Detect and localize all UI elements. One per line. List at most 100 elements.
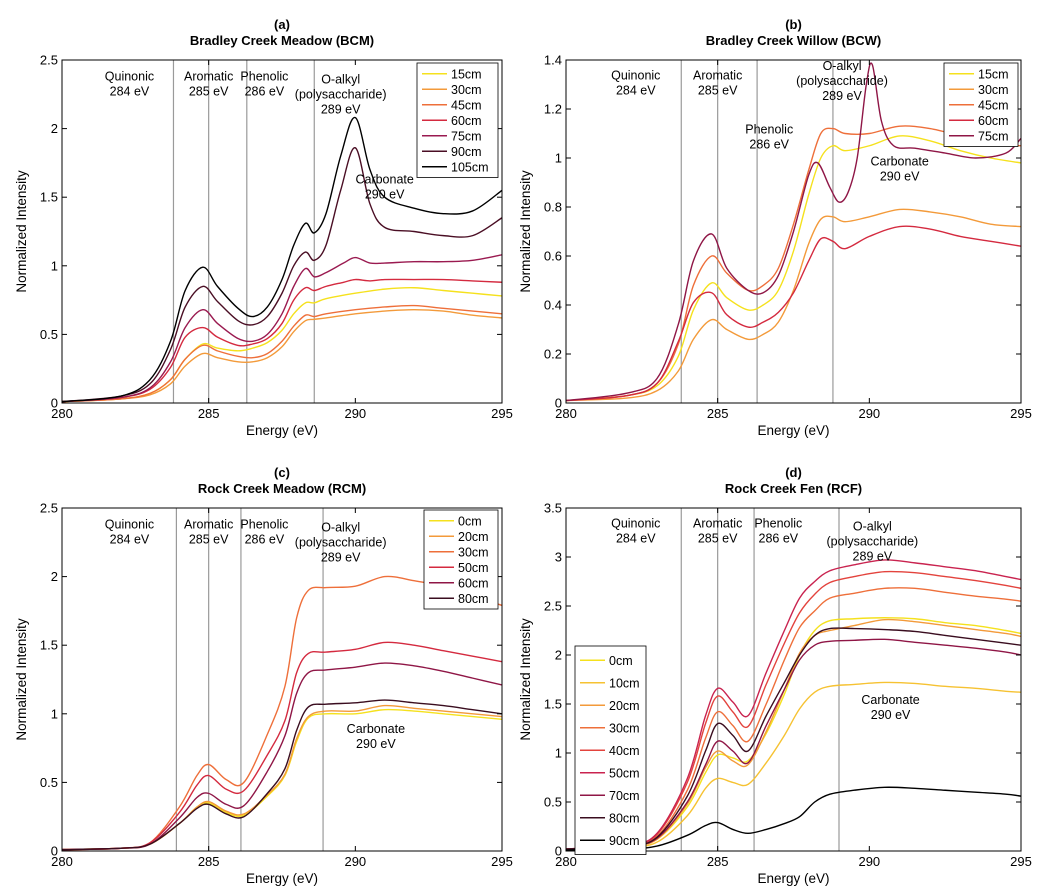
legend-entry: 70cm xyxy=(609,789,640,803)
x-axis-label: Energy (eV) xyxy=(757,871,829,886)
region-label-line: 284 eV xyxy=(110,85,150,99)
region-label-line: Carbonate xyxy=(861,693,919,707)
y-tick-label: 2.5 xyxy=(40,53,58,68)
y-tick-label: 0.8 xyxy=(544,200,562,215)
x-tick-label: 285 xyxy=(707,406,729,421)
y-tick-label: 0.5 xyxy=(544,795,562,810)
region-label: Quinonic 284 eV xyxy=(611,517,660,546)
y-tick-label: 3 xyxy=(555,550,562,565)
region-label: Phenolic 286 eV xyxy=(754,517,802,546)
legend-entry: 75cm xyxy=(451,129,482,143)
region-label: O-alkyl (polysaccharide) 289 eV xyxy=(295,72,387,116)
legend-entry: 30cm xyxy=(458,545,489,559)
region-label-line: Aromatic xyxy=(184,70,233,84)
region-label-line: Aromatic xyxy=(184,518,233,532)
series-line-45cm xyxy=(566,125,1021,402)
legend-box xyxy=(423,509,499,610)
y-tick-label: 0 xyxy=(51,844,58,859)
region-label: O-alkyl (polysaccharide) 289 eV xyxy=(827,520,919,564)
region-label: O-alkyl (polysaccharide) 289 eV xyxy=(796,59,888,103)
region-label-line: 290 eV xyxy=(880,169,920,183)
plot-frame xyxy=(565,59,1022,404)
x-tick-label: 285 xyxy=(707,854,729,869)
series-line-70cm xyxy=(566,638,1021,850)
panel-label: (b) xyxy=(785,17,802,32)
region-label: O-alkyl (polysaccharide) 289 eV xyxy=(295,520,387,564)
legend-entry: 60cm xyxy=(978,114,1009,128)
region-label-line: Carbonate xyxy=(347,722,405,736)
x-tick-label: 285 xyxy=(198,854,220,869)
x-tick-label: 290 xyxy=(344,406,366,421)
region-label-line: Phenolic xyxy=(240,518,288,532)
x-tick-label: 290 xyxy=(858,854,880,869)
series-lines xyxy=(566,559,1021,851)
region-label: Phenolic 286 eV xyxy=(240,518,288,547)
series-line-30cm xyxy=(62,309,502,403)
series-lines xyxy=(62,575,502,851)
y-tick-label: 0.6 xyxy=(544,249,562,264)
legend-entry: 30cm xyxy=(609,721,640,735)
region-label-line: Quinonic xyxy=(611,517,660,531)
x-tick-label: 295 xyxy=(491,406,513,421)
series-line-20cm xyxy=(566,618,1021,850)
x-tick-label: 285 xyxy=(198,406,220,421)
region-label: Aromatic 285 eV xyxy=(693,69,742,98)
chart-title: Bradley Creek Willow (BCW) xyxy=(706,33,881,48)
y-tick-label: 1.5 xyxy=(40,190,58,205)
plot-frame xyxy=(61,59,503,404)
region-label: Carbonate 290 eV xyxy=(347,722,405,751)
x-axis-label: Energy (eV) xyxy=(246,423,318,438)
legend-entry: 80cm xyxy=(609,811,640,825)
legend-entry: 15cm xyxy=(451,67,482,81)
region-label-line: Phenolic xyxy=(240,70,288,84)
series-line-60cm xyxy=(566,225,1021,402)
y-tick-label: 1 xyxy=(555,151,562,166)
plot-frame xyxy=(61,507,503,852)
legend-entry: 40cm xyxy=(609,744,640,758)
legend-entry: 0cm xyxy=(458,514,482,528)
region-label-line: O-alkyl xyxy=(853,520,892,534)
legend-entry: 80cm xyxy=(458,592,489,606)
region-label-line: (polysaccharide) xyxy=(295,535,387,549)
legend-entry: 0cm xyxy=(609,654,633,668)
region-label-line: Quinonic xyxy=(611,69,660,83)
panel-label: (d) xyxy=(785,465,802,480)
y-tick-label: 0 xyxy=(555,396,562,411)
region-label: Aromatic 285 eV xyxy=(184,70,233,99)
y-tick-label: 1.2 xyxy=(544,102,562,117)
y-tick-label: 2.5 xyxy=(544,599,562,614)
legend-entry: 50cm xyxy=(458,561,489,575)
series-line-60cm xyxy=(62,662,502,851)
series-line-45cm xyxy=(62,304,502,403)
series-line-75cm xyxy=(62,254,502,403)
series-line-40cm xyxy=(566,570,1021,850)
x-tick-label: 280 xyxy=(555,406,577,421)
region-label-line: 286 eV xyxy=(749,138,789,152)
series-lines xyxy=(566,62,1021,402)
y-tick-label: 2.5 xyxy=(40,501,58,516)
legend-entry: 15cm xyxy=(978,67,1009,81)
region-label-line: Phenolic xyxy=(745,123,793,137)
region-label-line: Carbonate xyxy=(870,154,928,168)
series-line-50cm xyxy=(62,641,502,851)
series-line-80cm xyxy=(566,627,1021,850)
y-tick-label: 1 xyxy=(51,258,58,273)
region-label: Carbonate 290 eV xyxy=(870,154,928,183)
region-label: Quinonic 284 eV xyxy=(611,69,660,98)
region-label-line: O-alkyl xyxy=(823,59,862,73)
legend-entry: 60cm xyxy=(458,576,489,590)
panel-label: (a) xyxy=(274,17,290,32)
legend-entry: 75cm xyxy=(978,129,1009,143)
region-label-line: 285 eV xyxy=(189,85,229,99)
series-line-60cm xyxy=(62,278,502,403)
region-label-line: Aromatic xyxy=(693,517,742,531)
y-tick-label: 0.2 xyxy=(544,347,562,362)
region-label: Aromatic 285 eV xyxy=(693,517,742,546)
series-line-15cm xyxy=(62,287,502,403)
region-label-line: Carbonate xyxy=(355,172,413,186)
series-line-90cm xyxy=(566,786,1021,851)
chart-title: Rock Creek Fen (RCF) xyxy=(725,481,862,496)
legend-entry: 50cm xyxy=(609,766,640,780)
